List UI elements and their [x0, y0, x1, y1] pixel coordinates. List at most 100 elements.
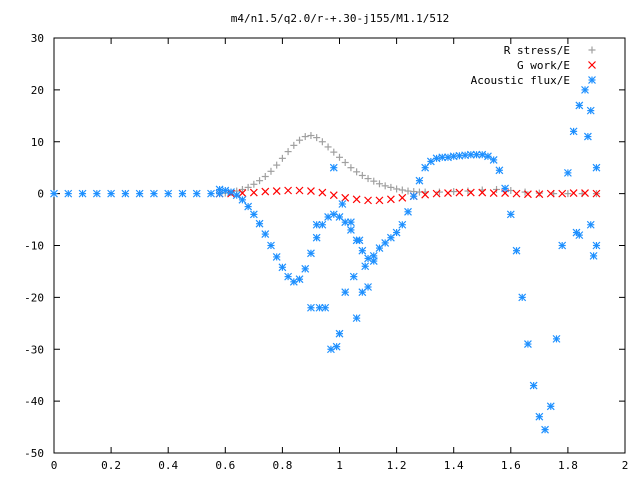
data-point	[92, 189, 101, 198]
data-point	[370, 177, 378, 185]
data-point	[238, 185, 246, 193]
data-point	[107, 189, 116, 198]
data-point	[569, 127, 578, 136]
y-tick-label: 30	[31, 32, 44, 45]
data-point	[506, 210, 515, 219]
data-point	[164, 189, 173, 198]
data-point	[227, 188, 235, 196]
data-point	[464, 187, 472, 195]
data-point	[347, 164, 355, 172]
series-3	[50, 189, 224, 198]
data-point	[349, 272, 358, 281]
data-point	[307, 249, 315, 258]
x-tick-label: 0.6	[215, 459, 235, 472]
x-tick-label: 0.4	[158, 459, 178, 472]
x-tick: 0	[51, 38, 58, 472]
data-point	[375, 196, 384, 205]
data-point	[78, 189, 87, 198]
data-point	[335, 329, 344, 338]
data-point	[338, 200, 347, 208]
data-point	[581, 85, 589, 94]
data-point	[358, 246, 367, 255]
data-point	[404, 207, 412, 216]
data-point	[341, 159, 349, 166]
data-point	[546, 189, 555, 198]
data-point	[261, 230, 270, 239]
data-point	[398, 186, 406, 194]
y-tick: -20	[24, 291, 625, 304]
data-point	[307, 187, 315, 195]
data-point	[312, 233, 321, 242]
data-point	[398, 193, 407, 202]
data-point	[278, 154, 286, 162]
data-point	[529, 381, 538, 390]
data-point	[284, 186, 293, 195]
series-2	[215, 85, 601, 434]
data-point	[592, 163, 601, 172]
y-tick-label: -30	[24, 343, 44, 356]
data-point	[358, 171, 366, 179]
x-tick: 0.6	[215, 38, 235, 472]
data-point	[244, 183, 252, 191]
data-point	[387, 183, 395, 191]
data-point	[409, 192, 418, 201]
data-point	[267, 241, 275, 250]
data-point	[552, 334, 561, 343]
data-point	[135, 189, 144, 198]
x-axis: 0 0.2 0.4 0.6 0.8 1 1.2 1.4 1.6 1.8 2	[51, 38, 628, 472]
data-point	[421, 163, 430, 172]
data-point	[244, 202, 253, 211]
data-point	[321, 303, 330, 312]
data-point	[352, 314, 361, 323]
plot-frame	[53, 37, 626, 454]
legend-item: R stress/E	[504, 44, 596, 57]
x-tick-label: 1.4	[444, 459, 464, 472]
data-point	[432, 189, 441, 198]
data-point	[575, 101, 584, 110]
data-point	[558, 189, 567, 198]
data-point	[272, 187, 281, 195]
y-tick: -40	[24, 395, 625, 408]
data-point	[478, 150, 487, 159]
data-point	[249, 210, 258, 219]
data-point	[50, 189, 58, 198]
x-tick-label: 0	[51, 459, 58, 472]
data-point	[435, 188, 443, 196]
data-point	[381, 182, 389, 190]
x-tick: 1.2	[387, 38, 407, 472]
data-point	[346, 218, 355, 227]
legend-label: R stress/E	[504, 44, 570, 57]
y-tick-label: 10	[31, 136, 44, 149]
data-point	[295, 275, 304, 284]
data-point	[318, 188, 327, 197]
data-point	[364, 196, 372, 205]
x-tick-label: 1.6	[501, 459, 521, 472]
data-point	[353, 168, 361, 176]
y-tick: -30	[24, 343, 625, 356]
data-point	[586, 220, 595, 229]
data-point	[444, 189, 452, 198]
data-point	[261, 173, 269, 181]
data-point	[295, 186, 304, 195]
data-point	[563, 168, 572, 177]
data-point	[296, 136, 304, 144]
data-point	[364, 175, 372, 183]
y-tick-label: 0	[37, 188, 44, 201]
data-point	[261, 187, 270, 196]
data-point	[221, 186, 230, 195]
data-point	[267, 167, 275, 175]
data-point	[336, 153, 343, 161]
x-tick-label: 1.2	[387, 459, 407, 472]
data-point	[290, 141, 298, 149]
data-point	[307, 132, 315, 140]
data-point	[564, 190, 572, 198]
data-point	[313, 134, 321, 142]
legend: R stress/E G work/E Acoustic flux/E	[471, 44, 596, 87]
data-point	[592, 189, 601, 198]
data-point	[518, 293, 527, 302]
data-point	[329, 163, 338, 172]
data-point	[307, 303, 315, 312]
data-point	[535, 189, 543, 197]
